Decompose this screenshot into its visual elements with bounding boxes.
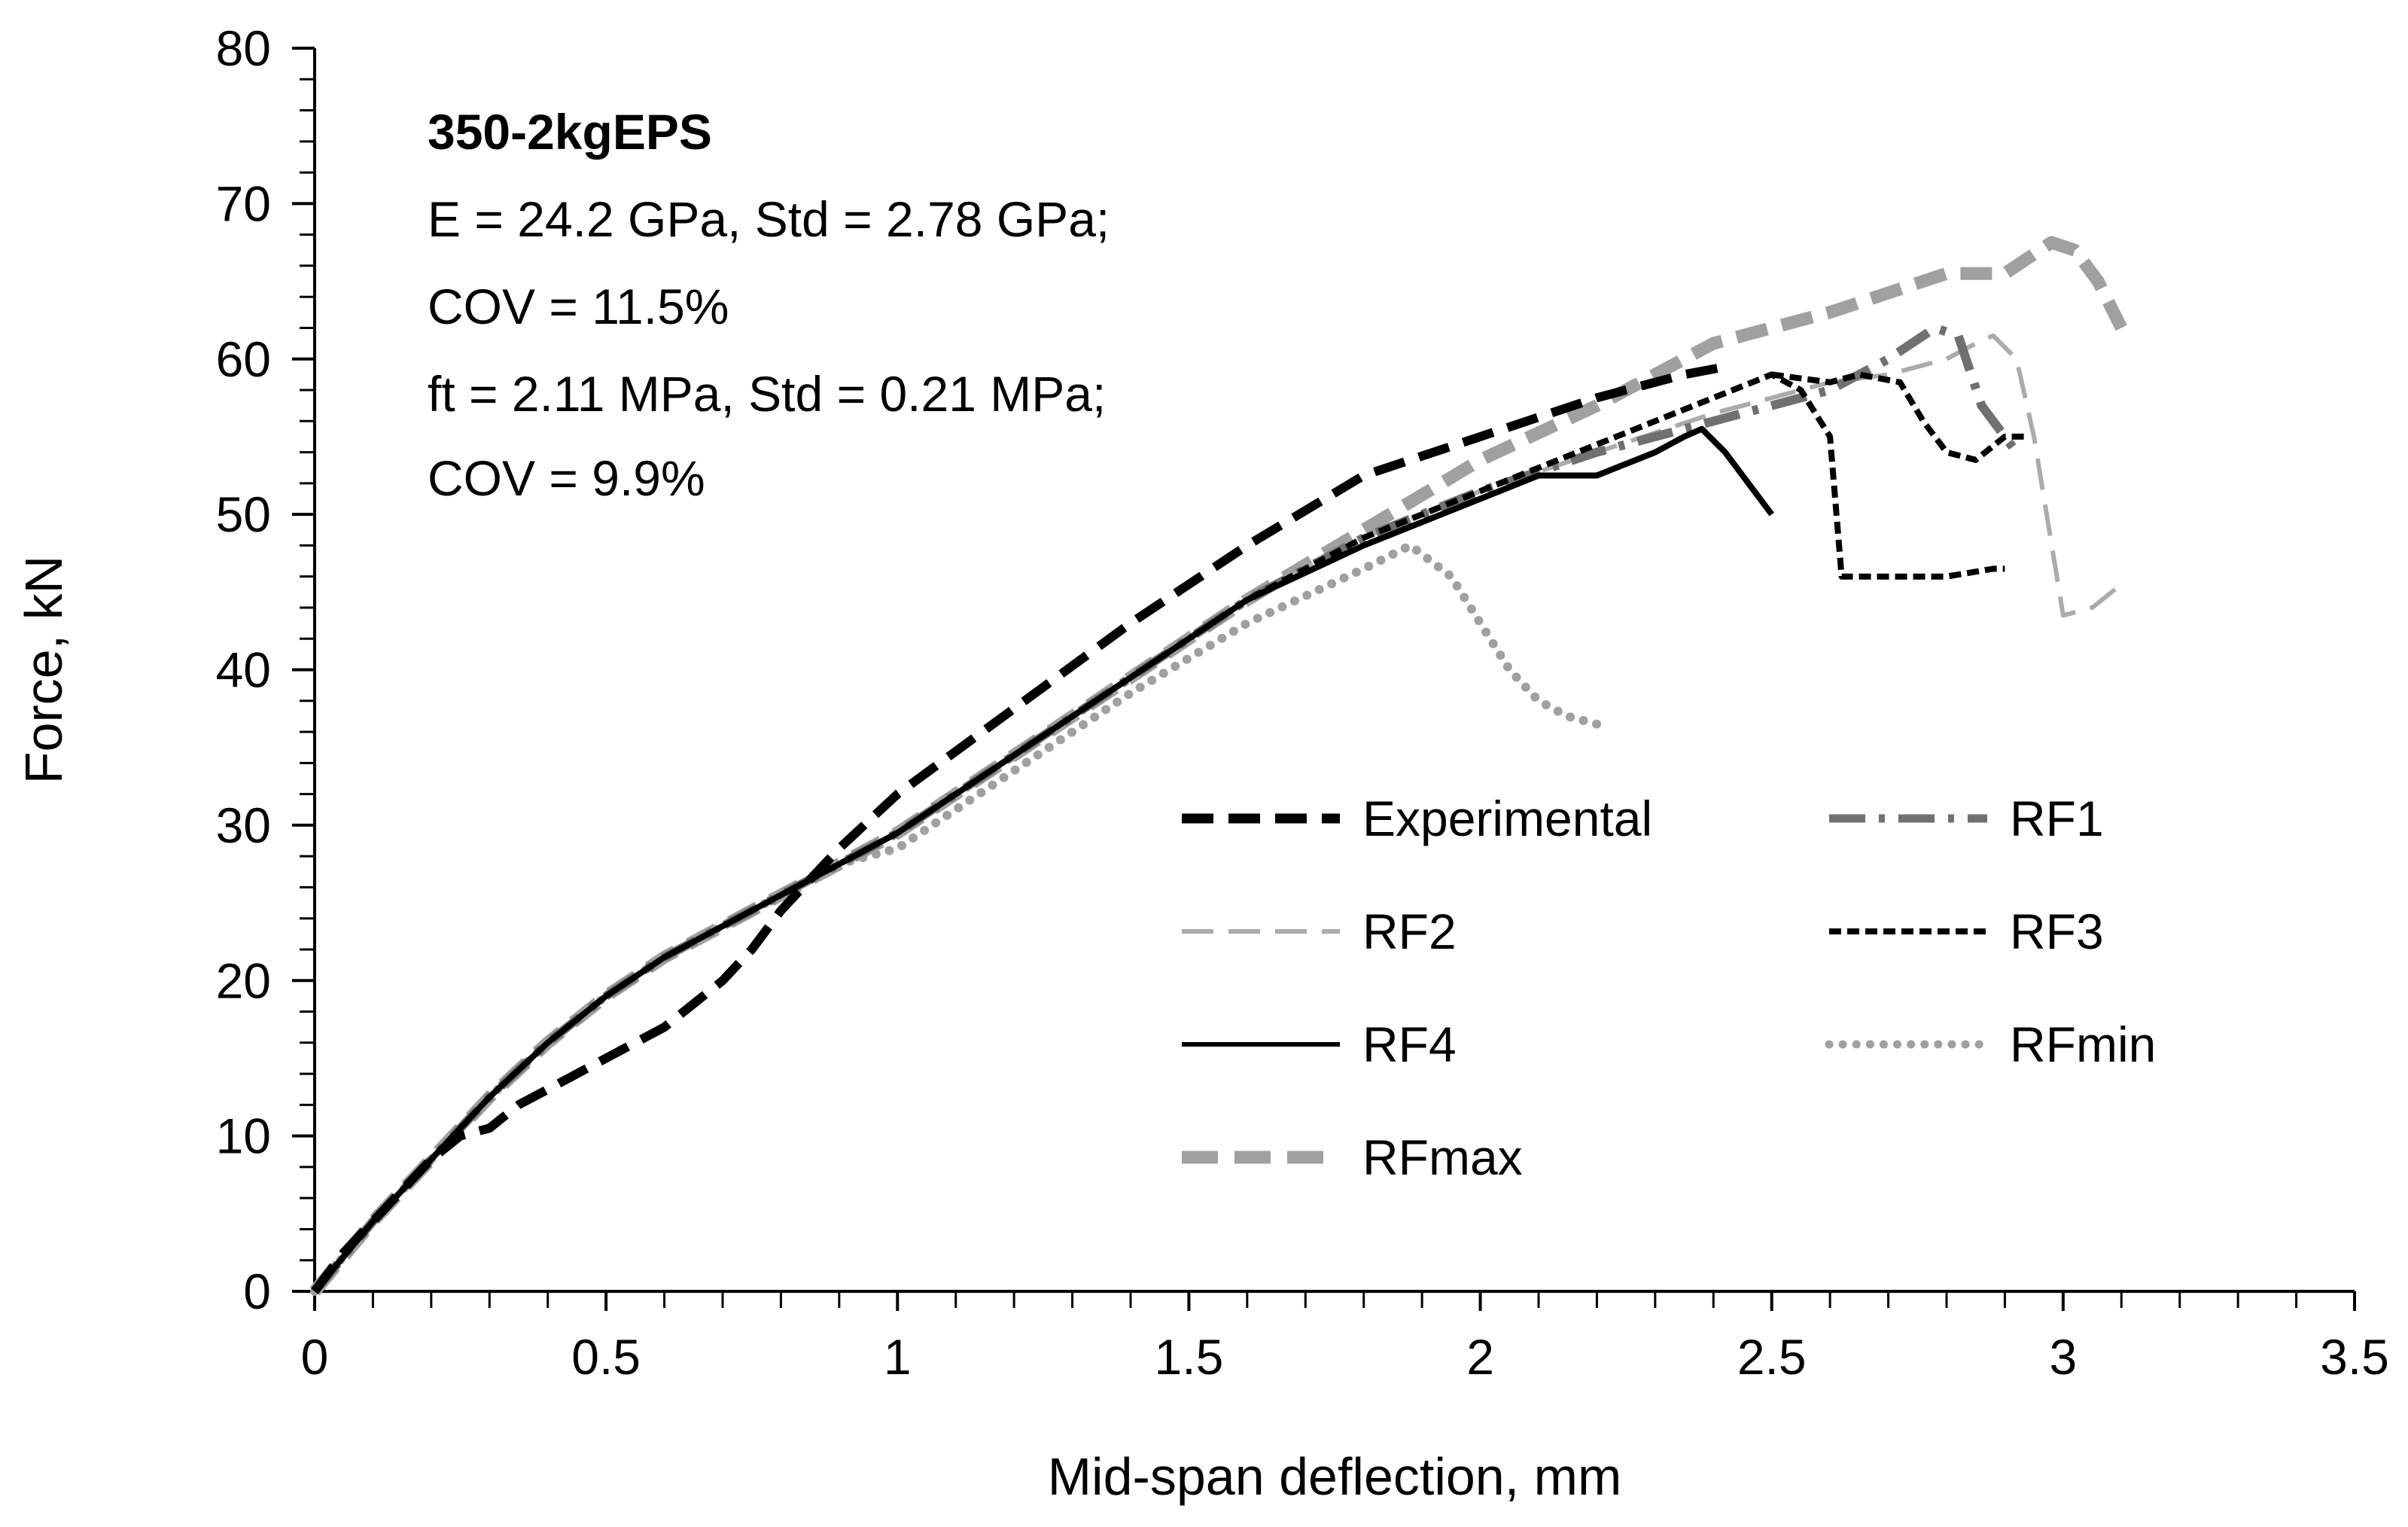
x-tick-label: 3.5 [2320, 1329, 2389, 1385]
annotation-line-4: COV = 9.9% [428, 450, 705, 506]
x-tick-label: 2 [1466, 1329, 1494, 1385]
y-tick-label: 60 [216, 331, 271, 387]
series-line-rf4 [312, 425, 1774, 1294]
x-tick-label: 1.5 [1155, 1329, 1224, 1385]
legend-label-rfmin: RFmin [2010, 1016, 2156, 1072]
x-tick-label: 1 [884, 1329, 912, 1385]
legend-label-rf1: RF1 [2010, 791, 2104, 846]
y-tick-label: 0 [243, 1263, 271, 1319]
legend-label-rf3: RF3 [2010, 904, 2104, 959]
y-tick-label: 20 [216, 952, 271, 1008]
y-tick-label: 50 [216, 486, 271, 542]
x-tick-label: 2.5 [1737, 1329, 1807, 1385]
y-tick-label: 70 [216, 175, 271, 231]
legend-label-rf2: RF2 [1362, 904, 1457, 959]
series-layer [309, 236, 2127, 1296]
y-tick-label: 80 [216, 20, 271, 76]
legend-label-rf4: RF4 [1362, 1016, 1457, 1072]
annotation-line-1: E = 24.2 GPa, Std = 2.78 GPa; [428, 191, 1110, 247]
y-tick-label: 30 [216, 797, 271, 853]
series-line-experimental [311, 362, 1726, 1294]
y-tick-label: 10 [216, 1108, 271, 1164]
x-tick-label: 0.5 [571, 1329, 641, 1385]
legend-label-experimental: Experimental [1362, 791, 1652, 846]
axes: 0 0.5 1 1.5 2 2.5 3 3.5 0 10 20 30 40 50 60 70 80 Mid-spa… [14, 20, 2389, 1506]
annotation-box: 350-2kgEPS E = 24.2 GPa, Std = 2.78 GPa;… [428, 104, 1110, 506]
legend-label-rfmax: RFmax [1362, 1129, 1523, 1185]
x-tick-label: 0 [301, 1329, 329, 1385]
annotation-line-2: COV = 11.5% [428, 279, 729, 334]
annotation-title: 350-2kgEPS [428, 104, 712, 160]
x-axis-title: Mid-span deflection, mm [1048, 1447, 1622, 1506]
legend: Experimental RF1 RF2 RF3 RF4 RFmin RFmax [1182, 791, 2156, 1185]
y-axis-title: Force, kN [14, 556, 73, 784]
y-tick-label: 40 [216, 642, 271, 698]
x-tick-label: 3 [2049, 1329, 2077, 1385]
annotation-line-3: ft = 2.11 MPa, Std = 0.21 MPa; [428, 366, 1106, 422]
